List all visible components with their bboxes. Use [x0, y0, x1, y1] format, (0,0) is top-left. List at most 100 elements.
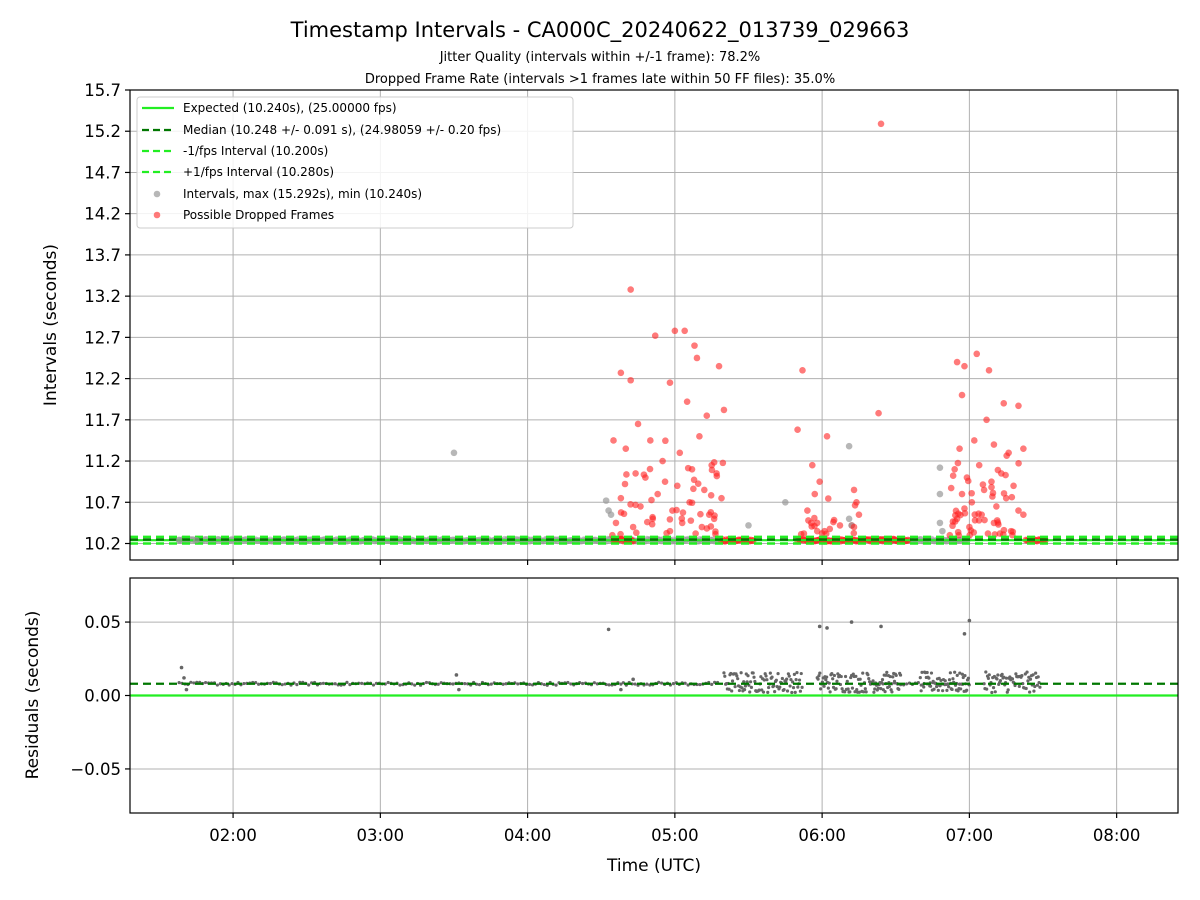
residual-point [1035, 683, 1039, 687]
residual-point [880, 681, 884, 685]
dropped-frame-point [679, 509, 687, 516]
dropped-frame-point [968, 489, 975, 497]
residual-point [941, 689, 945, 693]
dropped-frame-point [713, 470, 720, 477]
residual-point [796, 685, 800, 689]
residual-point [794, 678, 798, 682]
dropped-frame-point [811, 514, 818, 522]
residual-point [894, 673, 898, 678]
residual-point [834, 687, 838, 691]
residual-point [1014, 672, 1018, 676]
dropped-frame-point [826, 525, 834, 533]
residual-point [742, 680, 746, 684]
dropped-frame-point [617, 494, 625, 502]
dropped-frame-point [691, 342, 698, 349]
dropped-frame-point [701, 486, 708, 494]
residual-point [884, 673, 888, 677]
residual-point [797, 678, 802, 682]
dropped-frame-point [799, 367, 806, 374]
residual-point [736, 677, 740, 681]
dropped-frame-point [720, 406, 728, 414]
residual-point [477, 683, 482, 687]
dropped-frame-point [627, 501, 634, 508]
residual-point [607, 683, 611, 687]
dropped-frame-point [975, 461, 983, 469]
residual-point [888, 674, 892, 679]
residual-point [818, 671, 822, 675]
dropped-frame-point [988, 483, 995, 491]
residual-point [897, 687, 901, 691]
residual-point [819, 687, 823, 691]
dropped-frame-point [966, 523, 973, 531]
dropped-frame-point [958, 490, 966, 498]
dropped-frame-point [688, 465, 696, 473]
residual-point [848, 690, 852, 694]
residual-point [985, 687, 989, 691]
interval-point [450, 449, 458, 457]
top-y-tick-label: 12.2 [84, 370, 121, 389]
residual-point [762, 678, 766, 682]
residual-point [784, 679, 788, 684]
dropped-frame-point [643, 518, 651, 526]
legend-label-intervals: Intervals, max (15.292s), min (10.240s) [183, 187, 422, 201]
dropped-frame-point [949, 472, 957, 480]
dropped-frame-point [979, 481, 987, 488]
legend-marker-dropped [153, 211, 161, 219]
residual-point [739, 671, 743, 675]
dropped-frame-point [666, 527, 674, 535]
residual-point [192, 681, 196, 685]
residual-point [835, 679, 839, 683]
dropped-frame-point [637, 503, 644, 510]
residual-point [671, 682, 675, 686]
residual-point [792, 672, 796, 677]
residual-point [858, 677, 862, 681]
residual-point [371, 683, 376, 687]
residual-point [184, 687, 189, 692]
residual-point [619, 687, 623, 692]
dropped-frame-point [632, 501, 639, 509]
residual-point [789, 677, 793, 682]
residual-point [843, 690, 847, 694]
dropped-frame-point [836, 522, 844, 529]
residual-point [929, 684, 933, 688]
residual-point [772, 684, 776, 688]
top-plot-frame [129, 89, 1179, 561]
dropped-frame-point [970, 437, 978, 444]
dropped-frame-point [687, 517, 695, 524]
dropped-frame-point [823, 433, 831, 440]
residual-point [825, 675, 829, 679]
residual-point [751, 671, 755, 675]
residual-point [1031, 673, 1035, 677]
residual-point [947, 678, 952, 682]
residual-point [566, 680, 570, 685]
dropped-frame-point [692, 530, 699, 537]
residual-point [918, 676, 922, 680]
residual-point [386, 680, 390, 685]
dropped-frame-point [642, 474, 649, 481]
residual-point [919, 689, 923, 693]
dropped-frame-point [951, 465, 958, 473]
dropped-frame-point [989, 493, 996, 500]
dropped-frame-point [850, 529, 858, 537]
residual-point [761, 690, 766, 694]
residual-point [1036, 675, 1040, 679]
dropped-frame-point [649, 515, 657, 523]
residual-point [683, 681, 687, 685]
dropped-frame-point [850, 523, 858, 531]
dropped-frame-point [654, 490, 661, 498]
residual-point [1000, 672, 1004, 676]
dropped-frame-point [662, 437, 669, 445]
dropped-frame-point [610, 437, 617, 444]
residual-point [795, 671, 799, 675]
dropped-frame-point [1020, 511, 1027, 518]
dropped-frame-point [696, 433, 703, 440]
residual-point [925, 670, 929, 675]
x-tick-label: 03:00 [357, 826, 405, 845]
residual-point [867, 677, 871, 681]
dropped-frame-point [634, 420, 642, 428]
residual-point [817, 674, 821, 678]
dropped-frame-point [715, 362, 723, 370]
residual-point [883, 689, 887, 694]
residual-point [863, 687, 867, 691]
residual-point [592, 681, 596, 685]
